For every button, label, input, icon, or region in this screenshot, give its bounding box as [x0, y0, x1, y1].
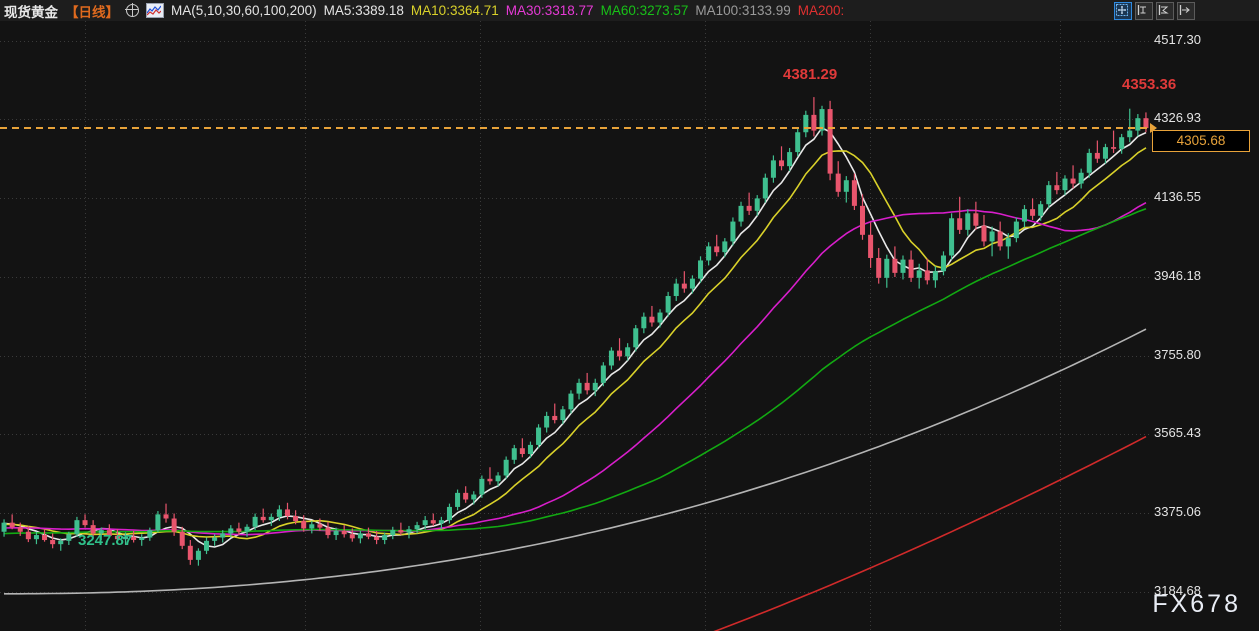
- candlestick-series: [1, 97, 1149, 566]
- gridline-h: [0, 355, 1150, 357]
- gridline-v: [85, 21, 86, 631]
- symbol-name: 现货黄金: [4, 4, 58, 21]
- gridline-h: [0, 513, 1150, 515]
- chart-toolbar: [1114, 2, 1195, 20]
- gridline-h: [0, 434, 1150, 436]
- last-high-label: 4353.36: [1122, 76, 1177, 93]
- high-label: 4381.29: [783, 66, 838, 83]
- shift-right-tool-button[interactable]: [1177, 2, 1195, 20]
- indicator-ma30: MA30:3318.77: [505, 3, 594, 18]
- indicator-ma200: MA200:: [797, 3, 845, 18]
- gridline-h: [0, 40, 1150, 42]
- gridline-h: [0, 119, 1150, 121]
- gridline-h: [0, 591, 1150, 593]
- indicator-ma5: MA5:3389.18: [323, 3, 404, 18]
- chart-header: 现货黄金 【日线】 MA(5,10,30,60,100,200) MA5:338…: [0, 0, 1259, 21]
- gridline-v: [705, 21, 706, 631]
- last-price-arrow: [1150, 123, 1157, 134]
- align-left-tool-button[interactable]: [1135, 2, 1153, 20]
- watermark: FX678: [1152, 590, 1241, 618]
- mini-chart-icon[interactable]: [146, 3, 164, 18]
- gridline-v: [870, 21, 871, 631]
- current-price-line: [0, 127, 1150, 130]
- axis-label: 3565.43: [1154, 425, 1201, 441]
- indicator-ma10: MA10:3364.71: [410, 3, 499, 18]
- axis-label: 3184.68: [1154, 582, 1201, 598]
- price-axis[interactable]: 4305.68 4517.30 4326.93 4136.55 3946.18 3755…: [1150, 21, 1259, 631]
- price-chart-plot[interactable]: 4381.29 4353.36 3247.87: [0, 21, 1176, 631]
- gridline-h: [0, 276, 1150, 278]
- axis-label: 4326.93: [1154, 110, 1201, 126]
- gridline-h: [0, 198, 1150, 200]
- ma-definition: MA(5,10,30,60,100,200): [171, 3, 317, 18]
- gridline-v: [1060, 21, 1061, 631]
- axis-label: 4136.55: [1154, 189, 1201, 205]
- crosshair-tool-button[interactable]: [1114, 2, 1132, 20]
- low-label: 3247.87: [78, 532, 133, 549]
- indicator-ma60: MA60:3273.57: [600, 3, 689, 18]
- axis-label: 3755.80: [1154, 346, 1201, 362]
- last-price-tag: 4305.68: [1152, 130, 1250, 153]
- indicator-ma100: MA100:3133.99: [695, 3, 791, 18]
- period-label: 【日线】: [65, 4, 119, 21]
- chart-annotations: 4381.29 4353.36 3247.87: [0, 21, 1176, 631]
- chart-gridlines: [0, 21, 1150, 631]
- axis-label: 3946.18: [1154, 267, 1201, 283]
- crosshair-icon[interactable]: [125, 3, 139, 17]
- gridline-v: [305, 21, 306, 631]
- axis-label: 3375.06: [1154, 504, 1201, 520]
- gridline-v: [480, 21, 481, 631]
- align-center-tool-button[interactable]: [1156, 2, 1174, 20]
- axis-label: 4517.30: [1154, 31, 1201, 47]
- moving-average-lines: [3, 127, 1147, 631]
